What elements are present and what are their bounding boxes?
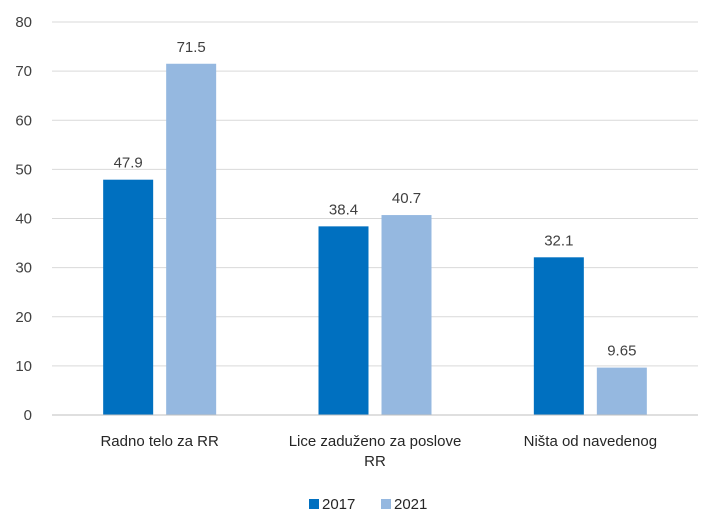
category-label-line: RR [364, 453, 386, 470]
category-label-1: Radno telo za RR [100, 433, 219, 450]
y-tick-label-20: 20 [15, 309, 32, 326]
category-label-line: Lice zaduženo za poslove [289, 433, 462, 450]
data-label-2021-3: 9.65 [607, 343, 636, 360]
category-label-line: Radno telo za RR [100, 433, 219, 450]
category-label-2: Lice zaduženo za poslove RR [289, 433, 462, 470]
bar-2021-3 [596, 367, 647, 415]
data-label-2017-3: 32.1 [544, 232, 573, 249]
y-tick-label-10: 10 [15, 358, 32, 375]
bar-2017-3 [533, 257, 584, 415]
category-label-3: Ništa od navedenog [524, 433, 657, 450]
bar-2021-1 [166, 63, 217, 415]
bar-2021-2 [381, 215, 432, 415]
y-tick-label-40: 40 [15, 211, 32, 228]
legend-label-2017: 2017 [322, 496, 355, 513]
y-tick-label-80: 80 [15, 14, 32, 31]
y-tick-label-60: 60 [15, 112, 32, 129]
legend: 2017 2021 [309, 496, 427, 513]
data-label-2021-1: 71.5 [177, 39, 206, 56]
data-label-2017-1: 47.9 [114, 155, 143, 172]
category-label-line: Ništa od navedenog [524, 433, 657, 450]
y-tick-label-0: 0 [24, 407, 32, 424]
data-label-2017-2: 38.4 [329, 201, 358, 218]
gridlines [52, 21, 698, 367]
bar-2017-2 [318, 226, 369, 415]
data-labels: 47.9 71.5 38.4 40.7 32.1 9.65 [114, 39, 637, 360]
y-tick-label-70: 70 [15, 63, 32, 80]
legend-swatch-2017 [309, 499, 319, 509]
y-tick-label-50: 50 [15, 161, 32, 178]
bar-2017-1 [103, 179, 154, 415]
bars [103, 63, 647, 415]
legend-label-2021: 2021 [394, 496, 427, 513]
category-labels: Radno telo za RR Lice zaduženo za poslove… [100, 433, 657, 470]
legend-swatch-2021 [381, 499, 391, 509]
y-axis-tick-labels: 0 10 20 30 40 50 60 70 80 [15, 14, 32, 424]
data-label-2021-2: 40.7 [392, 190, 421, 207]
y-tick-label-30: 30 [15, 260, 32, 277]
